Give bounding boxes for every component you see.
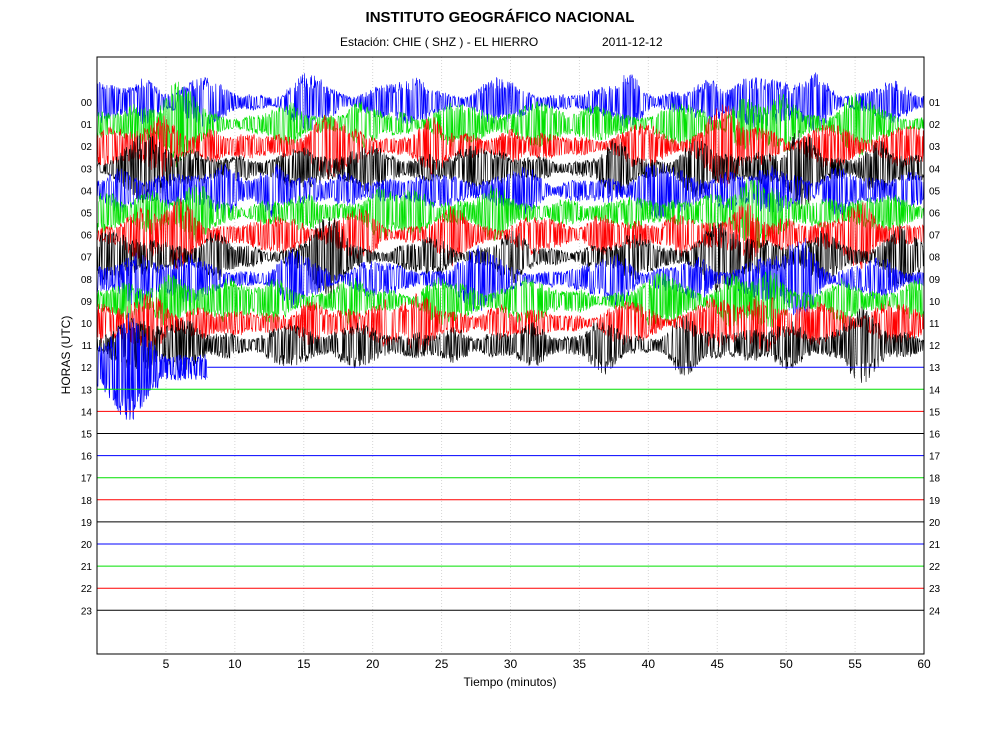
hour-label-right: 02 xyxy=(929,120,941,131)
seismic-trace xyxy=(97,179,924,249)
seismic-trace xyxy=(97,292,924,354)
x-tick-label: 55 xyxy=(848,657,862,671)
hour-label-left: 19 xyxy=(81,518,93,529)
hour-label-right: 18 xyxy=(929,474,941,485)
hour-label-right: 07 xyxy=(929,231,941,242)
hour-label-right: 01 xyxy=(929,98,941,109)
hour-label-left: 05 xyxy=(81,209,93,220)
hour-label-right: 09 xyxy=(929,275,941,286)
hour-label-right: 23 xyxy=(929,584,941,595)
chart-subtitle: Estación: CHIE ( SHZ ) - EL HIERRO 2011-1… xyxy=(340,35,663,49)
station-label: Estación: CHIE ( SHZ ) - EL HIERRO xyxy=(340,35,539,49)
hour-label-right: 12 xyxy=(929,341,941,352)
hour-label-left: 21 xyxy=(81,562,93,573)
hour-label-right: 21 xyxy=(929,540,941,551)
hour-label-left: 01 xyxy=(81,120,93,131)
hour-label-left: 16 xyxy=(81,452,93,463)
hour-label-left: 13 xyxy=(81,385,93,396)
hour-label-left: 14 xyxy=(81,407,93,418)
hour-label-left: 22 xyxy=(81,584,93,595)
left-hour-labels: 00 01 02 03 04 05 06 07 08 09 10 11 12 13 14 15 16 17 18 19… xyxy=(81,98,93,617)
x-axis-ticks: 5 10 15 20 25 30 35 40 45 50 55 60 xyxy=(163,657,931,671)
hour-label-right: 17 xyxy=(929,452,941,463)
hour-label-left: 15 xyxy=(81,430,93,441)
hour-label-right: 16 xyxy=(929,430,941,441)
seismic-trace xyxy=(97,72,924,132)
hour-label-right: 05 xyxy=(929,186,941,197)
x-tick-label: 35 xyxy=(573,657,587,671)
hour-label-left: 09 xyxy=(81,297,93,308)
hour-label-right: 24 xyxy=(929,606,941,617)
hour-label-left: 17 xyxy=(81,474,93,485)
hour-label-right: 04 xyxy=(929,164,941,175)
hour-label-right: 14 xyxy=(929,385,941,396)
hour-label-right: 03 xyxy=(929,142,941,153)
hour-label-right: 15 xyxy=(929,407,941,418)
x-tick-label: 30 xyxy=(504,657,518,671)
x-tick-label: 50 xyxy=(779,657,793,671)
seismic-trace xyxy=(97,130,924,209)
seismic-trace xyxy=(97,104,924,188)
hour-label-right: 20 xyxy=(929,518,941,529)
right-hour-labels: 01 02 03 04 05 06 07 08 09 10 11 12 13 14 15 16 17 18 19 20… xyxy=(929,98,941,617)
seismic-traces xyxy=(97,72,924,611)
hour-label-right: 11 xyxy=(929,319,940,330)
hour-label-left: 11 xyxy=(82,341,93,352)
hour-label-left: 20 xyxy=(81,540,93,551)
hour-label-right: 08 xyxy=(929,253,941,264)
hour-label-left: 23 xyxy=(81,606,93,617)
hour-label-right: 06 xyxy=(929,209,941,220)
x-tick-label: 10 xyxy=(228,657,242,671)
y-axis-label: HORAS (UTC) xyxy=(59,316,73,395)
hour-label-left: 10 xyxy=(81,319,93,330)
hour-label-left: 12 xyxy=(81,363,93,374)
x-tick-label: 60 xyxy=(917,657,931,671)
x-tick-label: 45 xyxy=(711,657,725,671)
hour-label-right: 10 xyxy=(929,297,941,308)
hour-label-left: 06 xyxy=(81,231,93,242)
hour-label-right: 13 xyxy=(929,363,941,374)
x-tick-label: 40 xyxy=(642,657,656,671)
x-tick-label: 25 xyxy=(435,657,449,671)
hour-label-left: 03 xyxy=(81,164,93,175)
hour-label-left: 00 xyxy=(81,98,93,109)
plot-frame xyxy=(96,56,925,655)
hour-label-left: 04 xyxy=(81,186,93,197)
x-axis-label: Tiempo (minutos) xyxy=(464,675,557,689)
hour-label-left: 08 xyxy=(81,275,93,286)
hour-label-left: 07 xyxy=(81,253,93,264)
hour-label-left: 18 xyxy=(81,496,93,507)
x-tick-label: 20 xyxy=(366,657,380,671)
seismic-trace xyxy=(97,312,208,421)
chart-title: INSTITUTO GEOGRÁFICO NACIONAL xyxy=(365,9,635,26)
seismic-trace xyxy=(97,306,924,383)
seismic-trace xyxy=(97,81,924,168)
hour-label-right: 19 xyxy=(929,496,941,507)
date-label: 2011-12-12 xyxy=(602,35,663,49)
x-tick-label: 5 xyxy=(163,657,170,671)
hour-label-left: 02 xyxy=(81,142,93,153)
hour-label-right: 22 xyxy=(929,562,941,573)
x-tick-label: 15 xyxy=(297,657,311,671)
